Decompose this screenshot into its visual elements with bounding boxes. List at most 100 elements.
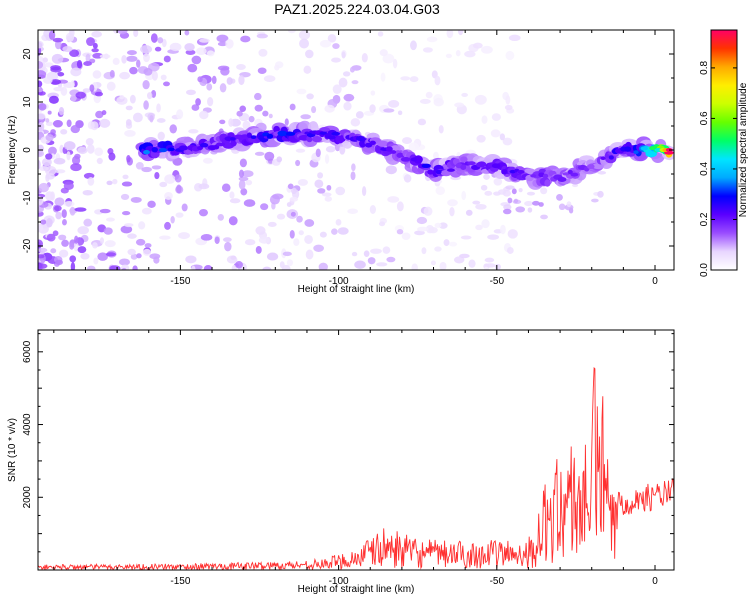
spectrogram-ridge-core [327,135,336,140]
spectrogram-ridge-core [266,133,274,139]
spectrogram-noise-blob [245,179,253,186]
spectrogram-noise-blob [318,262,328,270]
spectrogram-noise-blob [331,228,338,235]
spectrogram-noise-blob [487,234,500,240]
spectrogram-noise-blob [116,96,128,105]
spectrogram-ridge-core [246,132,252,138]
spectrogram-noise-blob [140,45,153,54]
spectrogram-noise-blob [296,88,307,95]
spectrogram-noise-blob [317,172,324,179]
spectrogram-noise-blob [572,183,579,188]
colorbar-tick-label: 0.8 [699,61,710,75]
spectrogram-noise-blob [256,33,268,39]
spectrogram-noise-blob [289,196,299,202]
spectrogram-noise-blob [45,134,54,142]
spectrogram-noise-blob [341,51,346,59]
colorbar-label: Normalized spectral amplitude [738,82,749,217]
spectrogram-noise-blob [324,104,335,113]
spectrogram-ridge-cell [413,155,423,164]
spectrogram-noise-blob [130,196,142,203]
spectrogram-noise-blob [242,120,251,130]
spectrogram-noise-blob [226,77,233,85]
spectrogram-noise-blob [121,267,127,270]
spectrogram-noise-blob [433,97,444,107]
spectrogram-noise-blob [343,101,352,111]
spectrogram-noise-blob [206,83,213,91]
spectrogram-noise-blob [51,53,64,64]
spectrogram-noise-blob [422,47,433,53]
spectrogram-noise-blob [532,200,540,206]
spectrogram-noise-blob [419,98,431,104]
spectrogram-noise-blob [48,146,57,156]
spectrogram-noise-blob [38,113,46,120]
spectrogram-ridge-core [604,154,610,158]
spectrogram-noise-blob [163,55,171,63]
spectrogram-noise-blob [70,80,75,88]
spectrogram-noise-blob [85,138,94,146]
spectrogram-noise-blob [91,30,103,38]
spectrogram-noise-blob [46,218,53,228]
spectrogram-noise-blob [120,193,130,201]
spectrogram-noise-blob [38,159,41,170]
spectrogram-noise-blob [351,80,359,85]
spectrogram-noise-blob [461,92,468,98]
spectrogram-noise-blob [157,37,164,44]
spectrogram-noise-blob [50,65,62,71]
spectrogram-noise-blob [60,129,68,135]
spectrogram-noise-blob [63,200,75,207]
spectrogram-noise-blob [164,174,176,184]
spectrogram-ridge-core [250,135,257,140]
spectrogram-noise-blob [455,49,461,57]
spectrogram-noise-blob [66,119,72,128]
spectrogram-noise-blob [472,200,481,205]
x-tick-label: -100 [329,276,349,287]
colorbar-tick-label: 0.2 [699,212,710,226]
spectrogram-noise-blob [332,43,340,49]
spectrogram-noise-blob [42,57,48,63]
spectrogram-noise-blob [361,186,367,197]
spectrogram-noise-blob [597,170,607,175]
spectrogram-noise-blob [304,219,315,227]
spectrogram-noise-blob [228,216,238,226]
spectrogram-noise-blob [254,104,263,112]
spectrogram-noise-blob [150,33,158,43]
spectrogram-ridge-cell [645,150,657,158]
spectrogram-noise-blob [85,53,91,63]
spectrogram-noise-blob [515,206,526,213]
spectrogram-noise-blob [410,40,417,51]
spectrogram-noise-blob [38,40,44,49]
spectrogram-noise-blob [46,233,56,242]
spectrogram-noise-blob [408,142,420,151]
spectrogram-noise-blob [475,224,483,231]
spectrogram-noise-blob [87,144,95,154]
spectrogram-noise-blob [159,181,168,188]
spectrogram-noise-blob [433,151,439,160]
spectrogram-noise-blob [133,30,139,38]
spectrogram-noise-blob [221,183,231,193]
spectrogram-noise-blob [508,34,521,42]
spectrogram-noise-blob [127,248,136,256]
spectrogram-noise-blob [144,243,152,248]
spectrogram-noise-blob [505,50,515,61]
spectrogram-noise-blob [132,265,138,270]
spectrogram-noise-blob [396,229,404,235]
spectrogram-noise-blob [73,242,79,252]
spectrogram-noise-blob [502,137,513,146]
spectrogram-noise-blob [255,226,266,235]
snr-x-label: Height of straight line (km) [298,584,415,595]
spectrogram-noise-blob [120,264,130,270]
spectrogram-noise-blob [332,84,342,95]
spectrogram-ridge-core [178,145,189,151]
spectrogram-noise-blob [314,179,324,189]
spectrogram-noise-blob [91,48,99,53]
spectrogram-noise-blob [187,63,198,73]
spectrogram-ridge-core [421,163,431,169]
spectrogram-noise-blob [239,105,247,112]
colorbar-tick-label: 0.6 [699,111,710,125]
spectrogram-noise-blob [112,178,118,185]
spectrogram-noise-blob [335,219,342,226]
spectrogram-noise-blob [507,229,518,239]
spectrogram-noise-blob [526,191,536,196]
spectrogram-noise-blob [141,207,152,215]
